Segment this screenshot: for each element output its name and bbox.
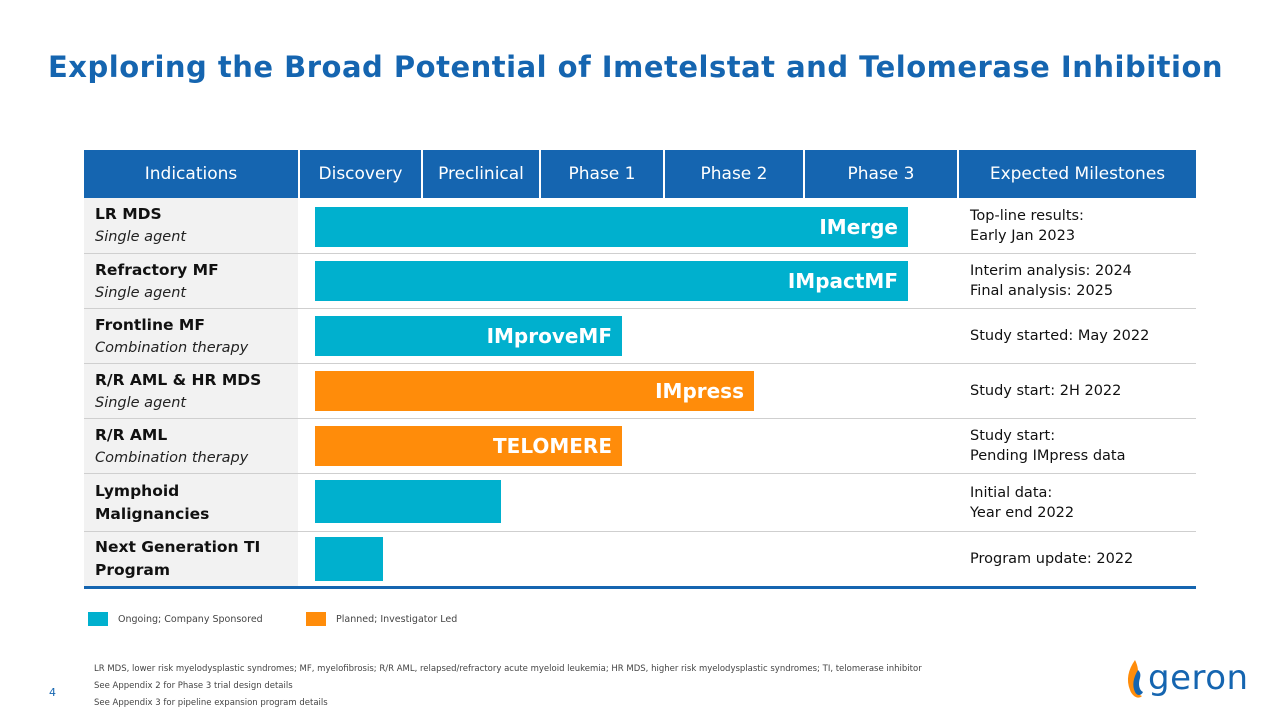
indication-cell: R/R AML & HR MDS Single agent	[84, 364, 298, 418]
indication-cell: Refractory MF Single agent	[84, 254, 298, 308]
milestone-line: Final analysis: 2025	[970, 283, 1114, 299]
indication-subtitle: Combination therapy	[95, 339, 249, 356]
row-divider	[84, 308, 1196, 309]
milestone-cell: Study start: Pending IMpress data	[970, 419, 1196, 473]
legend-swatch-ongoing	[88, 612, 108, 626]
page-number: 4	[49, 686, 56, 699]
milestone-line: Top-line results:	[970, 207, 1084, 224]
milestone-line: Study start: 2H 2022	[970, 383, 1122, 399]
milestone-line: Initial data:	[970, 484, 1053, 501]
program-bar-impress: IMpress	[315, 371, 754, 411]
milestone-cell: Interim analysis: 2024 Final analysis: 2…	[970, 254, 1196, 308]
program-bar-telomere: TELOMERE	[315, 426, 622, 466]
flame-icon	[1127, 660, 1143, 698]
footnotes: LR MDS, lower risk myelodysplastic syndr…	[94, 661, 922, 712]
milestone-line: Interim analysis: 2024	[970, 263, 1132, 279]
milestone-cell: Program update: 2022	[970, 532, 1196, 586]
row-divider	[84, 473, 1196, 474]
header-preclinical: Preclinical	[423, 150, 539, 198]
table-bottom-rule	[84, 586, 1196, 589]
header-phase-3: Phase 3	[805, 150, 957, 198]
milestone-cell: Top-line results: Early Jan 2023	[970, 198, 1196, 253]
indication-cell: LR MDS Single agent	[84, 198, 298, 253]
footnote: See Appendix 2 for Phase 3 trial design …	[94, 681, 293, 691]
footnote: LR MDS, lower risk myelodysplastic syndr…	[94, 664, 922, 674]
program-bar-next-gen-ti	[315, 537, 383, 581]
row-divider	[84, 363, 1196, 364]
indication-name: R/R AML & HR MDS	[95, 370, 262, 389]
indication-cell: Frontline MF Combination therapy	[84, 309, 298, 363]
milestone-line: Pending IMpress data	[970, 448, 1126, 464]
header-expected-milestones: Expected Milestones	[959, 150, 1196, 198]
legend-swatch-planned	[306, 612, 326, 626]
program-label: TELOMERE	[493, 434, 612, 458]
milestone-line: Study start:	[970, 428, 1056, 444]
legend-label: Ongoing; Company Sponsored	[118, 613, 263, 625]
milestone-line: Early Jan 2023	[970, 227, 1076, 244]
header-phase-1: Phase 1	[541, 150, 663, 198]
indication-name: LR MDS	[95, 205, 162, 223]
header-indications: Indications	[84, 150, 298, 198]
indication-name: Refractory MF	[95, 260, 219, 279]
program-label: IMerge	[819, 215, 898, 239]
program-label: IMpress	[655, 379, 744, 403]
indication-cell: Lymphoid Malignancies	[84, 474, 298, 531]
indication-name: Frontline MF	[95, 315, 205, 334]
geron-logo: geron	[1124, 656, 1254, 706]
row-divider	[84, 531, 1196, 532]
indication-subtitle: Combination therapy	[95, 449, 249, 466]
milestone-line: Program update: 2022	[970, 551, 1134, 567]
program-bar-improvemf: IMproveMF	[315, 316, 622, 356]
indication-subtitle: Single agent	[95, 229, 187, 245]
slide-title: Exploring the Broad Potential of Imetels…	[48, 50, 1224, 84]
indication-name: Lymphoid Malignancies	[95, 481, 210, 523]
legend-label: Planned; Investigator Led	[336, 613, 458, 625]
legend-item-planned: Planned; Investigator Led	[306, 612, 457, 626]
pipeline-table: Indications Discovery Preclinical Phase …	[84, 150, 1196, 590]
program-label: IMpactMF	[787, 269, 898, 293]
program-bar-imerge: IMerge	[315, 207, 908, 247]
legend-item-ongoing: Ongoing; Company Sponsored	[88, 612, 263, 626]
header-phase-2: Phase 2	[665, 150, 803, 198]
milestone-cell: Study start: 2H 2022	[970, 364, 1196, 418]
header-discovery: Discovery	[300, 150, 421, 198]
row-divider	[84, 253, 1196, 254]
milestone-cell: Initial data: Year end 2022	[970, 474, 1196, 531]
indication-subtitle: Single agent	[95, 394, 187, 411]
program-bar-lymphoid	[315, 480, 501, 523]
milestone-line: Study started: May 2022	[970, 328, 1150, 344]
program-bar-impactmf: IMpactMF	[315, 261, 908, 301]
row-divider	[84, 418, 1196, 419]
indication-cell: Next Generation TI Program	[84, 532, 298, 586]
indication-subtitle: Single agent	[95, 284, 187, 301]
indication-cell: R/R AML Combination therapy	[84, 419, 298, 473]
logo-wordmark: geron	[1148, 658, 1249, 698]
program-label: IMproveMF	[486, 324, 612, 348]
milestone-cell: Study started: May 2022	[970, 309, 1196, 363]
milestone-line: Year end 2022	[970, 504, 1075, 521]
indication-name: R/R AML	[95, 425, 168, 444]
indication-name: Next Generation TI Program	[95, 538, 261, 579]
footnote: See Appendix 3 for pipeline expansion pr…	[94, 698, 328, 708]
